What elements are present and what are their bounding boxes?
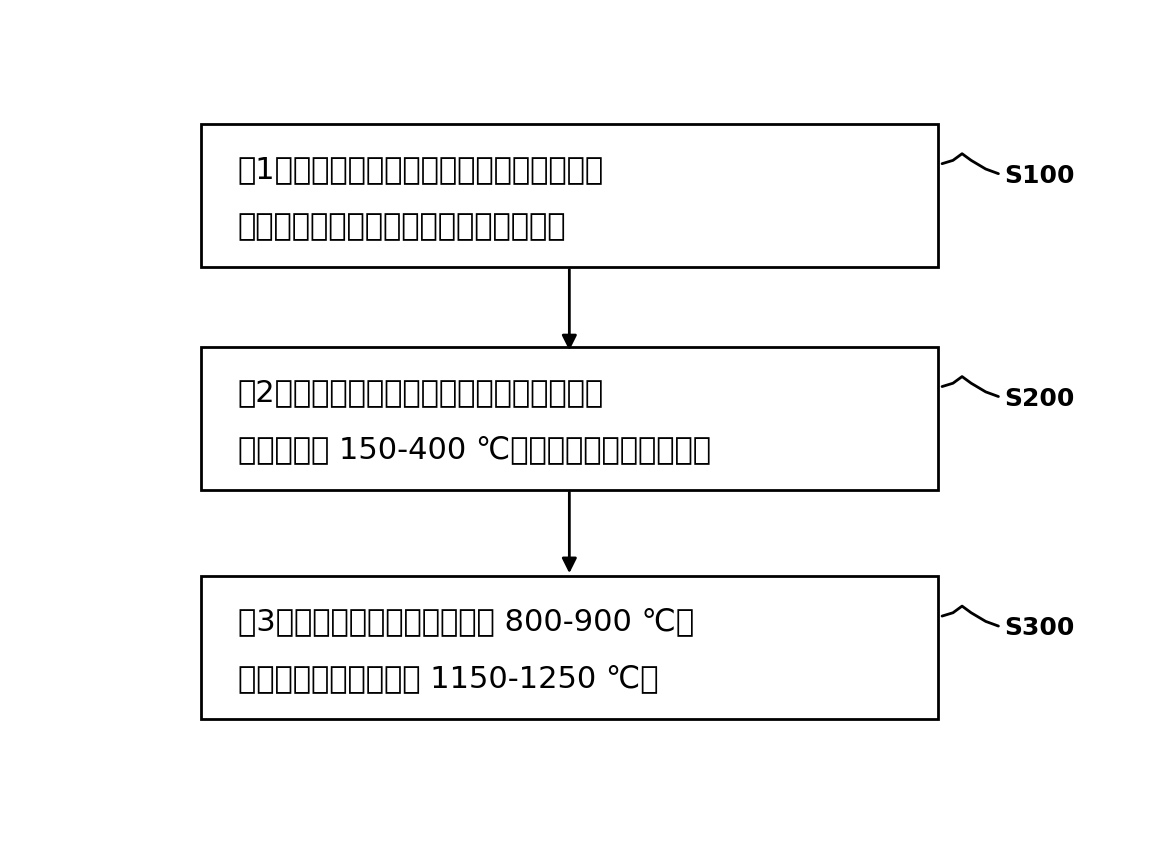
Bar (202, 124, 937, 267)
Text: （1）将生物质浸入改性溶液中浸泡，浸泡完: （1）将生物质浸入改性溶液中浸泡，浸泡完 (237, 155, 604, 184)
Bar (202, 346, 937, 490)
Text: 成后在烤筱中烤干，完成生物质的改性；: 成后在烤筱中烤干，完成生物质的改性； (237, 213, 567, 241)
Bar (202, 576, 937, 719)
Text: （2）将生物质、含铁原料、添加剂混合，通: （2）将生物质、含铁原料、添加剂混合，通 (237, 378, 604, 407)
Text: S300: S300 (1004, 616, 1074, 640)
Text: S200: S200 (1004, 386, 1074, 410)
Text: 过压块机在 150-400 ℃热压制备得到含铁团块；: 过压块机在 150-400 ℃热压制备得到含铁团块； (237, 435, 711, 464)
Text: （3）将干燥后的含铁团块放入 800-900 ℃的: （3）将干燥后的含铁团块放入 800-900 ℃的 (237, 607, 693, 636)
Text: S100: S100 (1004, 163, 1074, 187)
Text: 高温容器中，再升温至 1150-1250 ℃。: 高温容器中，再升温至 1150-1250 ℃。 (237, 664, 658, 694)
